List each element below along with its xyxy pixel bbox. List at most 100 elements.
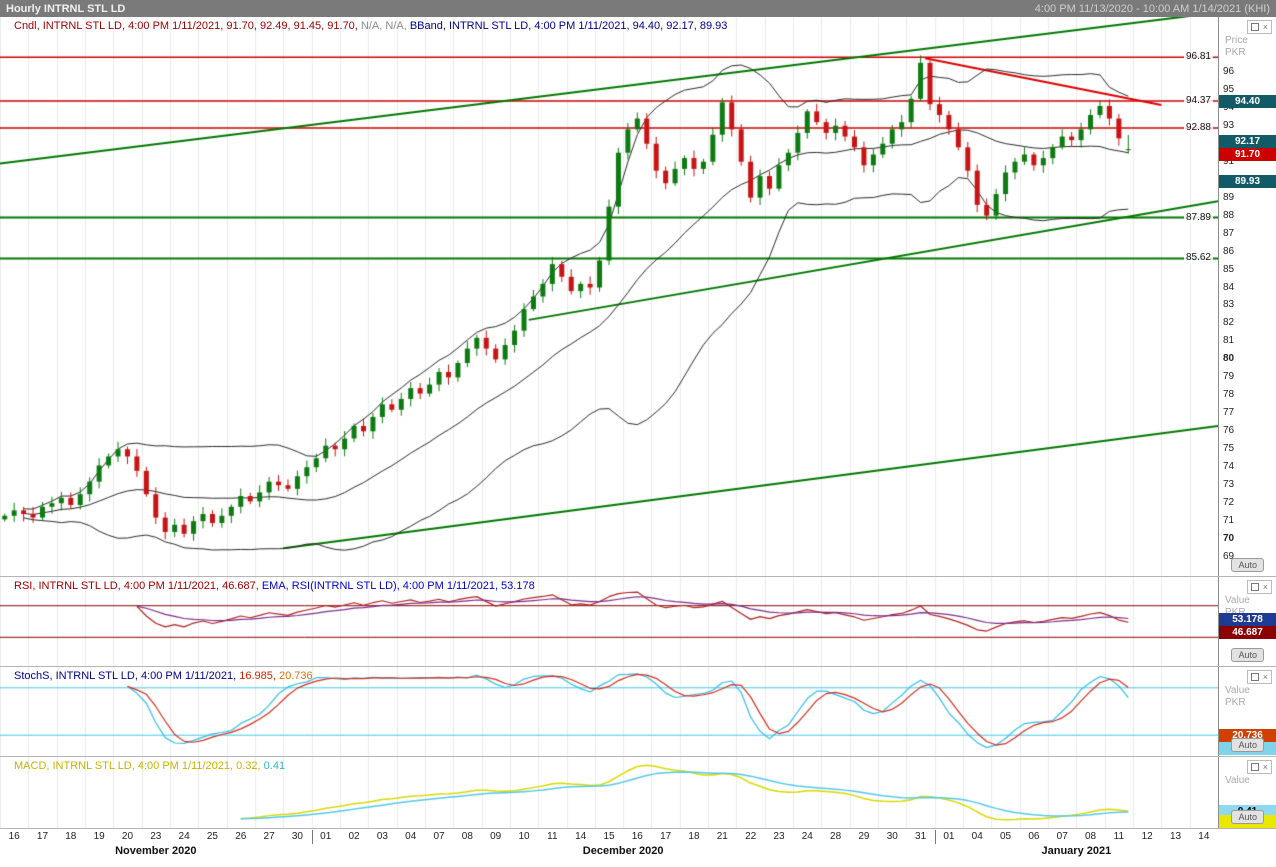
axis-title: Value [1225,685,1250,696]
time-tick-label: 13 [1169,831,1182,842]
maximize-icon[interactable] [1250,583,1259,591]
price-tick-label: 96 [1223,65,1235,77]
price-tick-label: 70 [1223,533,1235,545]
time-tick-label: 07 [1056,831,1068,842]
macd-chart-canvas[interactable] [0,757,1218,828]
time-tick-label: 16 [631,831,643,842]
price-tick-label: 77 [1223,407,1235,419]
axis-title: Value [1225,595,1250,606]
price-tick-label: 81 [1223,335,1235,347]
price-legend[interactable]: Cndl, INTRNL STL LD, 4:00 PM 1/11/2021, … [14,20,727,32]
close-icon[interactable]: × [1262,761,1268,772]
time-tick-label: 30 [886,831,898,842]
price-tick-label: 91 [1223,155,1235,167]
price-tick-label: 87 [1223,227,1235,239]
rsi-chart-canvas[interactable] [0,577,1218,666]
time-tick-label: 11 [547,831,558,842]
time-tick-label: 29 [858,831,870,842]
time-tick-label: 07 [433,831,445,842]
close-icon[interactable]: × [1262,581,1268,592]
price-tick-label: 89 [1223,191,1235,203]
auto-scale-button[interactable]: Auto [1231,648,1264,662]
time-tick-label: 08 [1084,831,1097,842]
time-tick-label: 20 [121,831,134,842]
maximize-icon[interactable] [1250,23,1259,31]
auto-scale-button[interactable]: Auto [1231,558,1264,572]
price-tick-label: 71 [1223,515,1235,527]
date-range-label: 4:00 PM 11/13/2020 - 10:00 AM 1/14/2021 … [1034,2,1270,15]
panel-window-controls: × [1246,580,1272,594]
stochastics-chart-canvas[interactable] [0,667,1218,756]
price-tick-label: 83 [1223,299,1235,311]
close-icon[interactable]: × [1262,671,1268,682]
panel-window-controls: × [1246,20,1272,34]
price-tick-label: 88 [1223,209,1235,221]
time-axis[interactable]: 16 17 18 19 20 23 24 25 26 27 30 01 02 03 04 07 08 09 10 11… [0,829,1276,867]
time-tick-label: 25 [206,831,218,842]
time-tick-label: 11 [1113,831,1125,842]
time-tick-label: 10 [518,831,530,842]
month-label: November 2020 [115,845,197,857]
legend-segment: MACD, INTRNL STL LD, 4:00 PM 1/11/2021, [14,760,237,772]
time-tick-label: 23 [150,831,162,842]
month-label: December 2020 [582,845,664,857]
price-tick-label: 80 [1223,353,1235,365]
axis-value-badge: 89.93 [1219,174,1276,188]
time-tick-label: 01 [943,831,955,842]
auto-scale-button[interactable]: Auto [1231,738,1264,752]
price-tick-label: 74 [1223,461,1235,473]
time-tick-label: 18 [688,831,700,842]
price-axis[interactable]: PricePKR96959493929190898887868584838281… [1218,17,1276,576]
legend-segment: 20.736 [278,670,313,682]
close-icon[interactable]: × [1262,21,1268,32]
price-panel: 96.81 94.37 92.88 87.89 85.62 Cndl, INTRNL S… [0,17,1276,577]
legend-segment: RSI, INTRNL STL LD, 4:00 PM 1/11/2021, 4… [14,580,262,592]
axis-title: Price [1225,35,1248,46]
chart-title: Hourly INTRNL STL LD [6,2,126,15]
time-tick-label: 16 [8,831,20,842]
month-separator [934,830,936,844]
rsi-legend[interactable]: RSI, INTRNL STL LD, 4:00 PM 1/11/2021, 4… [14,580,535,592]
axis-value-badge: 92.17 [1219,134,1276,148]
price-tick-label: 86 [1223,245,1235,257]
panel-window-controls: × [1246,760,1272,774]
legend-segment: BBand, INTRNL STL LD, 4:00 PM 1/11/2021,… [409,20,728,32]
time-tick-label: 02 [348,831,360,842]
time-tick-label: 26 [235,831,247,842]
price-chart-canvas[interactable] [0,17,1218,576]
legend-segment: StochS, INTRNL STL LD, 4:00 PM 1/11/2021… [14,670,240,682]
time-tick-label: 14 [1198,831,1210,842]
axis-title: PKR [1225,47,1246,58]
time-tick-label: 21 [716,831,728,842]
time-tick-label: 17 [660,831,672,842]
time-tick-label: 24 [178,831,190,842]
maximize-icon[interactable] [1250,673,1259,681]
price-tick-label: 73 [1223,479,1235,491]
macd-legend[interactable]: MACD, INTRNL STL LD, 4:00 PM 1/11/2021, … [14,760,285,772]
time-tick-label: 04 [971,831,983,842]
time-tick-label: 04 [405,831,417,842]
time-tick-label: 24 [801,831,813,842]
legend-segment: 0.41 [263,760,286,772]
price-tick-label: 95 [1223,83,1235,95]
time-tick-label: 14 [575,831,587,842]
stochastics-legend[interactable]: StochS, INTRNL STL LD, 4:00 PM 1/11/2021… [14,670,313,682]
time-tick-label: 01 [320,831,332,842]
price-tick-label: 79 [1223,371,1235,383]
month-label: January 2021 [1041,845,1112,857]
price-tick-label: 82 [1223,317,1235,329]
axis-value-badge: 46.687 [1219,625,1276,639]
time-tick-label: 12 [1141,831,1153,842]
time-tick-label: 19 [93,831,105,842]
axis-value-badge: 91.70 [1219,147,1276,161]
time-tick-label: 27 [263,831,275,842]
macd-panel: MACD, INTRNL STL LD, 4:00 PM 1/11/2021, … [0,757,1276,829]
maximize-icon[interactable] [1250,763,1259,771]
auto-scale-button[interactable]: Auto [1231,810,1264,824]
price-tick-label: 78 [1223,389,1235,401]
axis-title: Value [1225,775,1250,786]
rsi-panel: RSI, INTRNL STL LD, 4:00 PM 1/11/2021, 4… [0,577,1276,667]
time-tick-label: 31 [915,831,927,842]
price-tick-label: 76 [1223,425,1235,437]
